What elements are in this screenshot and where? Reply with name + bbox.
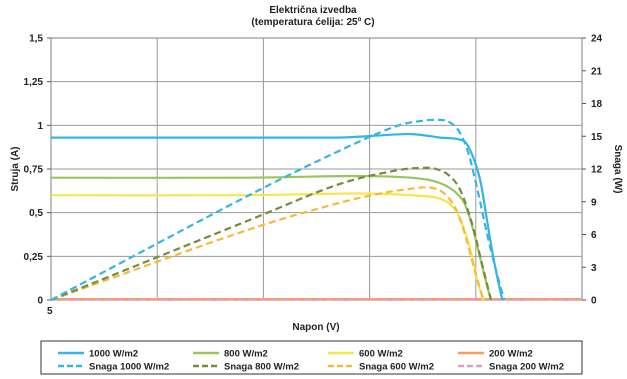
y2-tick-label: 15 [591,132,603,143]
series-line-4 [50,118,506,301]
x-axis-label: Napon (V) [292,322,339,333]
legend-items: 1000 W/m2 800 W/m2 600 W/m2 200 W/m2 Snaga 1… [58,349,564,373]
chart-subtitle: (temperatura ćelija: 25º C) [251,17,374,28]
y2-axis-label: Snaga (W) [612,145,623,194]
y2-tick-label: 9 [591,197,597,208]
legend-frame [40,340,583,375]
series-line-6 [50,186,485,302]
x-tick-label: 5 [47,306,53,317]
y-tick-label: 1,5 [29,34,43,45]
legend-label: Snaga 1000 W/m2 [89,362,169,373]
y-tick-label: 0 [37,296,43,307]
legend-label: 800 W/m2 [224,349,268,360]
y2-tick-label: 12 [591,165,603,176]
legend-label: Snaga 600 W/m2 [359,362,434,373]
plot-area [50,37,583,302]
series-line-1 [50,174,493,301]
series-line-0 [51,132,504,301]
y2-tick-label: 18 [591,99,603,110]
series-line-5 [50,166,493,302]
y2-tick-label: 0 [591,296,597,307]
y2-tick-label: 21 [591,66,603,77]
y-axis-label: Struja (A) [10,147,21,192]
legend-label: Snaga 800 W/m2 [224,362,299,373]
legend-label: Snaga 200 W/m2 [489,362,564,373]
legend-label: 1000 W/m2 [89,349,138,360]
legend-label: 600 W/m2 [359,349,403,360]
y-axis-ticks: 0 0,25 0,5 0,75 1 1,25 1,5 [24,34,51,307]
y-tick-label: 1,25 [24,77,44,88]
y-tick-label: 0,25 [24,252,44,263]
legend: 1000 W/m2 800 W/m2 600 W/m2 200 W/m2 Snaga 1… [40,340,583,375]
y2-tick-label: 6 [591,230,597,241]
y-tick-label: 0,5 [29,208,43,219]
y2-tick-label: 3 [591,263,597,274]
chart-title: Električna izvedba [269,5,357,16]
y2-axis-ticks: 0 3 6 9 12 15 18 21 24 [582,34,603,307]
y-tick-label: 1 [37,121,43,132]
y2-tick-label: 24 [591,34,603,45]
y-tick-label: 0,75 [24,165,44,176]
legend-label: 200 W/m2 [489,349,533,360]
series-group [50,118,582,302]
